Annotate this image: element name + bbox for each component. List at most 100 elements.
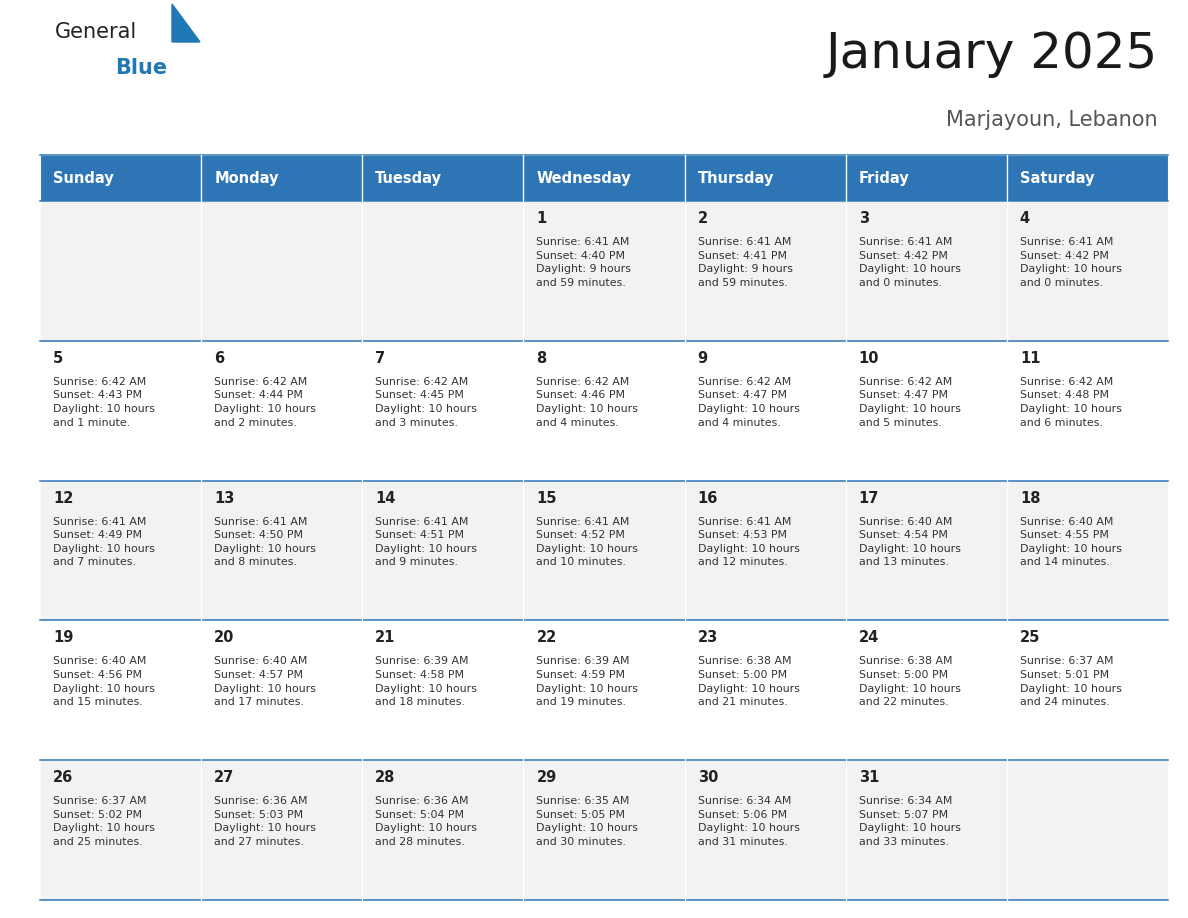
- Text: Sunrise: 6:42 AM
Sunset: 4:47 PM
Daylight: 10 hours
and 4 minutes.: Sunrise: 6:42 AM Sunset: 4:47 PM Dayligh…: [697, 376, 800, 428]
- Text: 31: 31: [859, 770, 879, 785]
- Text: Wednesday: Wednesday: [537, 171, 631, 185]
- Text: 30: 30: [697, 770, 718, 785]
- Text: Sunrise: 6:42 AM
Sunset: 4:43 PM
Daylight: 10 hours
and 1 minute.: Sunrise: 6:42 AM Sunset: 4:43 PM Dayligh…: [53, 376, 154, 428]
- Text: Thursday: Thursday: [697, 171, 773, 185]
- Text: Sunrise: 6:41 AM
Sunset: 4:51 PM
Daylight: 10 hours
and 9 minutes.: Sunrise: 6:41 AM Sunset: 4:51 PM Dayligh…: [375, 517, 478, 567]
- Text: Sunrise: 6:41 AM
Sunset: 4:42 PM
Daylight: 10 hours
and 0 minutes.: Sunrise: 6:41 AM Sunset: 4:42 PM Dayligh…: [859, 237, 961, 288]
- FancyBboxPatch shape: [201, 201, 362, 341]
- Text: Sunrise: 6:36 AM
Sunset: 5:04 PM
Daylight: 10 hours
and 28 minutes.: Sunrise: 6:36 AM Sunset: 5:04 PM Dayligh…: [375, 796, 478, 847]
- Text: 18: 18: [1019, 490, 1041, 506]
- Text: January 2025: January 2025: [826, 30, 1158, 78]
- Polygon shape: [172, 4, 200, 42]
- FancyBboxPatch shape: [684, 621, 846, 760]
- FancyBboxPatch shape: [362, 341, 524, 481]
- FancyBboxPatch shape: [684, 201, 846, 341]
- Text: Marjayoun, Lebanon: Marjayoun, Lebanon: [947, 110, 1158, 130]
- Text: 11: 11: [1019, 351, 1041, 365]
- Text: 12: 12: [53, 490, 74, 506]
- FancyBboxPatch shape: [846, 201, 1007, 341]
- FancyBboxPatch shape: [524, 760, 684, 900]
- FancyBboxPatch shape: [362, 760, 524, 900]
- Text: Sunrise: 6:34 AM
Sunset: 5:06 PM
Daylight: 10 hours
and 31 minutes.: Sunrise: 6:34 AM Sunset: 5:06 PM Dayligh…: [697, 796, 800, 847]
- Text: 23: 23: [697, 631, 718, 645]
- Text: 28: 28: [375, 770, 396, 785]
- Text: Sunrise: 6:38 AM
Sunset: 5:00 PM
Daylight: 10 hours
and 21 minutes.: Sunrise: 6:38 AM Sunset: 5:00 PM Dayligh…: [697, 656, 800, 707]
- Text: 5: 5: [53, 351, 63, 365]
- FancyBboxPatch shape: [40, 201, 201, 341]
- FancyBboxPatch shape: [201, 760, 362, 900]
- FancyBboxPatch shape: [362, 481, 524, 621]
- Text: Sunrise: 6:35 AM
Sunset: 5:05 PM
Daylight: 10 hours
and 30 minutes.: Sunrise: 6:35 AM Sunset: 5:05 PM Dayligh…: [537, 796, 638, 847]
- Text: Blue: Blue: [115, 58, 168, 78]
- FancyBboxPatch shape: [684, 481, 846, 621]
- FancyBboxPatch shape: [524, 201, 684, 341]
- FancyBboxPatch shape: [1007, 760, 1168, 900]
- FancyBboxPatch shape: [524, 481, 684, 621]
- FancyBboxPatch shape: [362, 155, 524, 201]
- Text: 4: 4: [1019, 211, 1030, 226]
- FancyBboxPatch shape: [40, 341, 201, 481]
- FancyBboxPatch shape: [524, 621, 684, 760]
- Text: Tuesday: Tuesday: [375, 171, 442, 185]
- Text: 24: 24: [859, 631, 879, 645]
- Text: Sunrise: 6:42 AM
Sunset: 4:47 PM
Daylight: 10 hours
and 5 minutes.: Sunrise: 6:42 AM Sunset: 4:47 PM Dayligh…: [859, 376, 961, 428]
- Text: 8: 8: [537, 351, 546, 365]
- FancyBboxPatch shape: [846, 155, 1007, 201]
- Text: Sunrise: 6:37 AM
Sunset: 5:02 PM
Daylight: 10 hours
and 25 minutes.: Sunrise: 6:37 AM Sunset: 5:02 PM Dayligh…: [53, 796, 154, 847]
- Text: Saturday: Saturday: [1019, 171, 1094, 185]
- Text: Sunday: Sunday: [53, 171, 114, 185]
- Text: 20: 20: [214, 631, 234, 645]
- Text: Sunrise: 6:40 AM
Sunset: 4:55 PM
Daylight: 10 hours
and 14 minutes.: Sunrise: 6:40 AM Sunset: 4:55 PM Dayligh…: [1019, 517, 1121, 567]
- FancyBboxPatch shape: [846, 760, 1007, 900]
- Text: 6: 6: [214, 351, 225, 365]
- FancyBboxPatch shape: [40, 481, 201, 621]
- Text: 3: 3: [859, 211, 868, 226]
- FancyBboxPatch shape: [40, 155, 201, 201]
- Text: Sunrise: 6:41 AM
Sunset: 4:41 PM
Daylight: 9 hours
and 59 minutes.: Sunrise: 6:41 AM Sunset: 4:41 PM Dayligh…: [697, 237, 792, 288]
- Text: Sunrise: 6:40 AM
Sunset: 4:57 PM
Daylight: 10 hours
and 17 minutes.: Sunrise: 6:40 AM Sunset: 4:57 PM Dayligh…: [214, 656, 316, 707]
- Text: 10: 10: [859, 351, 879, 365]
- Text: 25: 25: [1019, 631, 1041, 645]
- FancyBboxPatch shape: [684, 341, 846, 481]
- Text: Monday: Monday: [214, 171, 279, 185]
- Text: Friday: Friday: [859, 171, 910, 185]
- FancyBboxPatch shape: [201, 481, 362, 621]
- FancyBboxPatch shape: [362, 621, 524, 760]
- FancyBboxPatch shape: [846, 621, 1007, 760]
- Text: Sunrise: 6:39 AM
Sunset: 4:59 PM
Daylight: 10 hours
and 19 minutes.: Sunrise: 6:39 AM Sunset: 4:59 PM Dayligh…: [537, 656, 638, 707]
- Text: Sunrise: 6:40 AM
Sunset: 4:54 PM
Daylight: 10 hours
and 13 minutes.: Sunrise: 6:40 AM Sunset: 4:54 PM Dayligh…: [859, 517, 961, 567]
- FancyBboxPatch shape: [201, 341, 362, 481]
- Text: Sunrise: 6:39 AM
Sunset: 4:58 PM
Daylight: 10 hours
and 18 minutes.: Sunrise: 6:39 AM Sunset: 4:58 PM Dayligh…: [375, 656, 478, 707]
- Text: Sunrise: 6:41 AM
Sunset: 4:40 PM
Daylight: 9 hours
and 59 minutes.: Sunrise: 6:41 AM Sunset: 4:40 PM Dayligh…: [537, 237, 632, 288]
- Text: 29: 29: [537, 770, 557, 785]
- FancyBboxPatch shape: [40, 621, 201, 760]
- Text: Sunrise: 6:41 AM
Sunset: 4:53 PM
Daylight: 10 hours
and 12 minutes.: Sunrise: 6:41 AM Sunset: 4:53 PM Dayligh…: [697, 517, 800, 567]
- FancyBboxPatch shape: [1007, 155, 1168, 201]
- FancyBboxPatch shape: [201, 621, 362, 760]
- FancyBboxPatch shape: [846, 341, 1007, 481]
- Text: 21: 21: [375, 631, 396, 645]
- Text: 16: 16: [697, 490, 718, 506]
- FancyBboxPatch shape: [684, 155, 846, 201]
- Text: Sunrise: 6:41 AM
Sunset: 4:49 PM
Daylight: 10 hours
and 7 minutes.: Sunrise: 6:41 AM Sunset: 4:49 PM Dayligh…: [53, 517, 154, 567]
- Text: 22: 22: [537, 631, 557, 645]
- Text: 13: 13: [214, 490, 234, 506]
- Text: Sunrise: 6:41 AM
Sunset: 4:50 PM
Daylight: 10 hours
and 8 minutes.: Sunrise: 6:41 AM Sunset: 4:50 PM Dayligh…: [214, 517, 316, 567]
- FancyBboxPatch shape: [846, 481, 1007, 621]
- Text: 26: 26: [53, 770, 74, 785]
- FancyBboxPatch shape: [1007, 481, 1168, 621]
- Text: Sunrise: 6:37 AM
Sunset: 5:01 PM
Daylight: 10 hours
and 24 minutes.: Sunrise: 6:37 AM Sunset: 5:01 PM Dayligh…: [1019, 656, 1121, 707]
- FancyBboxPatch shape: [684, 760, 846, 900]
- Text: Sunrise: 6:36 AM
Sunset: 5:03 PM
Daylight: 10 hours
and 27 minutes.: Sunrise: 6:36 AM Sunset: 5:03 PM Dayligh…: [214, 796, 316, 847]
- Text: Sunrise: 6:42 AM
Sunset: 4:45 PM
Daylight: 10 hours
and 3 minutes.: Sunrise: 6:42 AM Sunset: 4:45 PM Dayligh…: [375, 376, 478, 428]
- FancyBboxPatch shape: [524, 341, 684, 481]
- FancyBboxPatch shape: [524, 155, 684, 201]
- Text: General: General: [55, 22, 138, 42]
- Text: 15: 15: [537, 490, 557, 506]
- FancyBboxPatch shape: [40, 760, 201, 900]
- FancyBboxPatch shape: [1007, 341, 1168, 481]
- Text: 9: 9: [697, 351, 708, 365]
- Text: 2: 2: [697, 211, 708, 226]
- Text: Sunrise: 6:38 AM
Sunset: 5:00 PM
Daylight: 10 hours
and 22 minutes.: Sunrise: 6:38 AM Sunset: 5:00 PM Dayligh…: [859, 656, 961, 707]
- Text: 17: 17: [859, 490, 879, 506]
